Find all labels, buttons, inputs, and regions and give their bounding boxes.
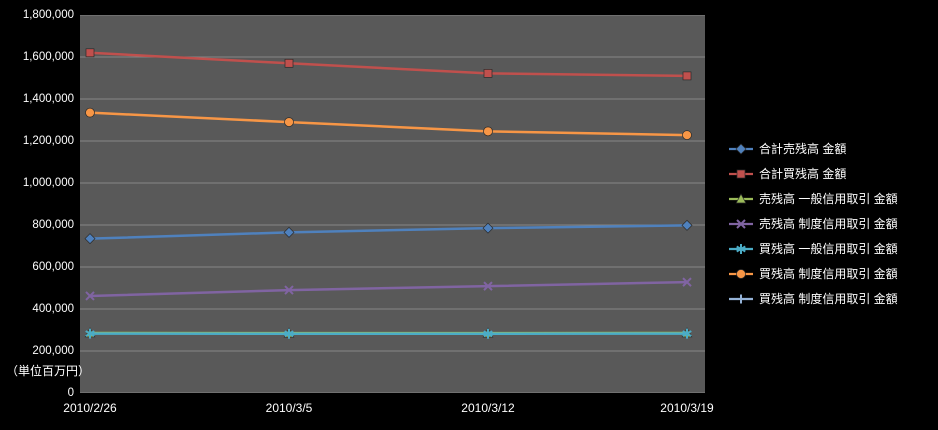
y-tick-label: 600,000 [32,261,74,273]
marker-diamond-icon [735,143,747,154]
legend-item: 買残高 制度信用取引 金額 [728,265,898,282]
series-line-0 [89,224,688,240]
marker-square-icon [284,58,294,68]
marker-square-icon [682,71,692,81]
y-tick-label: 1,200,000 [22,135,74,147]
marker-asterisk-icon [284,328,294,339]
marker-asterisk-icon [736,243,746,254]
unit-label: （単位百万円） [6,364,91,378]
marker-circle-icon [284,117,294,127]
legend-item: 合計買残高 金額 [728,165,898,182]
legend-marker-icon [729,268,753,279]
legend-label: 売残高 一般信用取引 金額 [759,192,898,206]
marker-x-icon [284,285,294,295]
x-tick-label: 2010/3/5 [265,401,313,415]
legend-marker-icon [729,143,753,154]
y-tick-label: 400,000 [32,303,74,315]
y-tick-label: 1,400,000 [22,93,74,105]
legend-marker-icon [729,243,753,254]
legend-item: 買残高 一般信用取引 金額 [728,240,898,257]
y-tick-label: 1,600,000 [22,51,74,63]
marker-diamond-icon [84,233,96,245]
legend-marker-icon [729,218,753,229]
y-tick-label: 1,800,000 [22,9,74,21]
marker-asterisk-icon [682,328,692,339]
legend-label: 売残高 制度信用取引 金額 [759,217,898,231]
plot-svg [80,15,705,393]
x-tick-label: 2010/3/12 [461,401,515,415]
marker-diamond-icon [482,222,494,234]
marker-diamond-icon [283,226,295,238]
legend-item: 売残高 一般信用取引 金額 [728,190,898,207]
legend-item: 売残高 制度信用取引 金額 [728,215,898,232]
legend-label: 買残高 一般信用取引 金額 [759,242,898,256]
marker-asterisk-icon [483,328,493,339]
series-line-5 [89,111,688,137]
marker-x-icon [483,281,493,291]
legend-marker-icon [729,169,753,178]
legend-item: 合計売残高 金額 [728,140,898,157]
marker-x-icon [682,277,692,287]
legend-marker-icon [729,192,753,203]
plot-area [80,15,705,393]
marker-x-icon [85,291,95,301]
y-tick-label: 1,000,000 [22,177,74,189]
marker-square-icon [736,169,746,178]
marker-square-icon [85,48,95,58]
x-tick-label: 2010/3/19 [660,401,714,415]
legend-label: 合計売残高 金額 [759,142,847,156]
marker-x-icon [736,218,746,229]
series-line-1 [89,51,688,78]
legend-item: 買残高 制度信用取引 金額 [728,290,898,307]
y-tick-label: 200,000 [32,345,74,357]
x-tick-label: 2010/2/26 [63,401,117,415]
legend: 合計売残高 金額 合計買残高 金額売残高 一般信用取引 金額 売残高 制度信用取引 … [728,140,898,307]
marker-asterisk-icon [85,328,95,339]
marker-circle-icon [85,107,95,118]
y-tick-label: 0 [67,387,74,399]
marker-circle-icon [682,130,692,140]
x-axis: 2010/2/26 2010/3/5 2010/3/12 2010/3/19 [63,399,713,417]
y-axis: 0 200,000 400,000 600,000 800,000 1,000,000 1,… [0,9,74,399]
legend-label: 合計買残高 金額 [759,167,847,181]
marker-square-icon [483,69,493,78]
marker-circle-icon [483,126,493,137]
marker-circle-icon [736,268,746,279]
legend-label: 買残高 制度信用取引 金額 [759,267,898,281]
legend-label: 買残高 制度信用取引 金額 [759,292,898,306]
legend-marker-icon [729,294,753,303]
marker-triangle-icon [735,192,747,203]
series-line-3 [89,280,688,298]
marker-plus-icon [736,294,746,303]
marker-diamond-icon [681,219,693,231]
y-tick-label: 800,000 [32,219,74,231]
